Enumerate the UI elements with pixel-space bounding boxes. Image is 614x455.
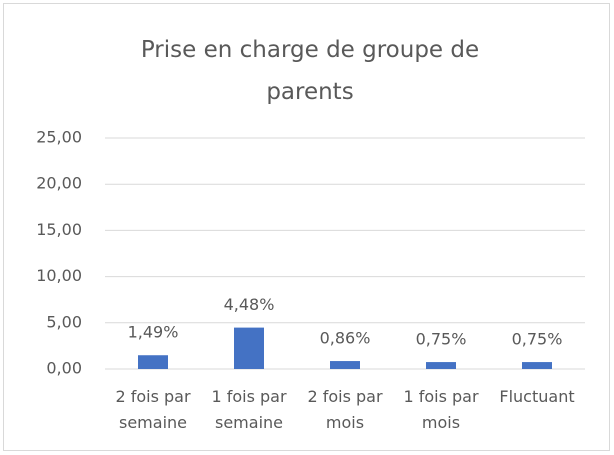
y-tick-label: 15,00	[36, 220, 82, 239]
chart-border	[3, 3, 610, 451]
value-label: 0,75%	[416, 330, 467, 349]
y-tick-label: 5,00	[46, 312, 82, 331]
value-label: 4,48%	[224, 295, 275, 314]
bar	[138, 355, 168, 369]
bar	[234, 327, 264, 369]
value-label: 1,49%	[128, 323, 179, 342]
y-tick-label: 25,00	[36, 128, 82, 147]
bar	[426, 362, 456, 369]
x-tick-label: 1 fois par semaine	[211, 387, 287, 432]
bar	[330, 361, 360, 369]
x-tick-label: 2 fois par mois	[307, 387, 383, 432]
bar	[522, 362, 552, 369]
value-label: 0,75%	[512, 330, 563, 349]
y-tick-label: 20,00	[36, 174, 82, 193]
y-tick-label: 0,00	[46, 359, 82, 378]
chart-title: Prise en charge de groupe de parents	[141, 37, 479, 105]
x-tick-label: Fluctuant	[499, 387, 574, 406]
x-tick-label: 1 fois par mois	[403, 387, 479, 432]
x-tick-label: 2 fois par semaine	[115, 387, 191, 432]
y-tick-label: 10,00	[36, 266, 82, 285]
value-label: 0,86%	[320, 329, 371, 348]
